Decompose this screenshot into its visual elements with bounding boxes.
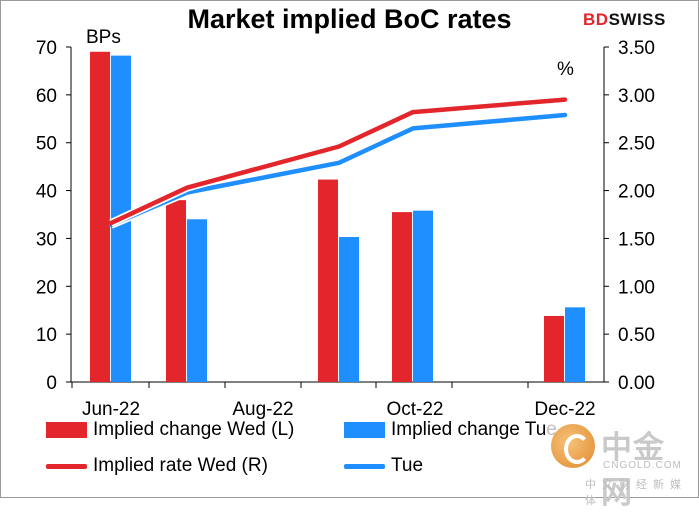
bar-wed — [90, 51, 110, 383]
right-tick-label: 1.00 — [618, 277, 655, 298]
x-tick-label: Oct-22 — [386, 399, 443, 420]
x-tick-label: Aug-22 — [232, 399, 293, 420]
chart-plot: 0 10 20 30 40 50 60 70 0.00 0.50 1.00 1.50 2.00 2.50 3… — [36, 27, 655, 420]
left-tick-label: 70 — [36, 38, 57, 59]
left-tick-label: 40 — [36, 182, 57, 203]
bar-wed — [318, 179, 338, 382]
watermark-en: CNGOLD.COM — [603, 460, 682, 471]
bar-tue — [413, 210, 433, 382]
right-tick-label: 3.00 — [618, 86, 655, 107]
bar-tue — [565, 307, 585, 382]
x-tick-label: Jun-22 — [82, 399, 140, 420]
bar-tue — [187, 219, 207, 382]
right-tick-label: 1.50 — [618, 229, 655, 250]
left-tick-label: 20 — [36, 277, 57, 298]
bar-tue — [339, 236, 359, 382]
bar-wed — [166, 200, 186, 382]
x-tick-label: Dec-22 — [534, 399, 595, 420]
left-tick-label: 50 — [36, 134, 57, 155]
bar-wed — [544, 315, 564, 382]
bar-wed — [392, 212, 412, 382]
right-tick-label: 0.00 — [618, 373, 655, 394]
line-wed — [108, 97, 568, 226]
right-tick-label: 3.50 — [618, 38, 655, 59]
left-tick-label: 60 — [36, 86, 57, 107]
right-axis-unit-label: % — [557, 59, 574, 80]
cngold-logo-icon — [551, 424, 595, 468]
watermark-sub: 中文财经新媒体 — [585, 479, 687, 507]
chart-title: Market implied BoC rates — [187, 4, 512, 34]
right-tick-label: 2.50 — [618, 134, 655, 155]
left-tick-label: 0 — [46, 373, 57, 394]
right-tick-label: 0.50 — [618, 325, 655, 346]
right-tick-label: 2.00 — [618, 182, 655, 203]
brand-bd: BD — [583, 10, 609, 29]
brand-swiss: SWISS — [608, 10, 666, 29]
left-axis-unit-label: BPs — [86, 27, 121, 48]
left-tick-label: 10 — [36, 325, 57, 346]
left-tick-label: 30 — [36, 229, 57, 250]
cngold-watermark: 中金网 CNGOLD.COM 中文财经新媒体 — [545, 418, 695, 510]
bdswiss-logo: BDSWISS — [583, 10, 666, 30]
